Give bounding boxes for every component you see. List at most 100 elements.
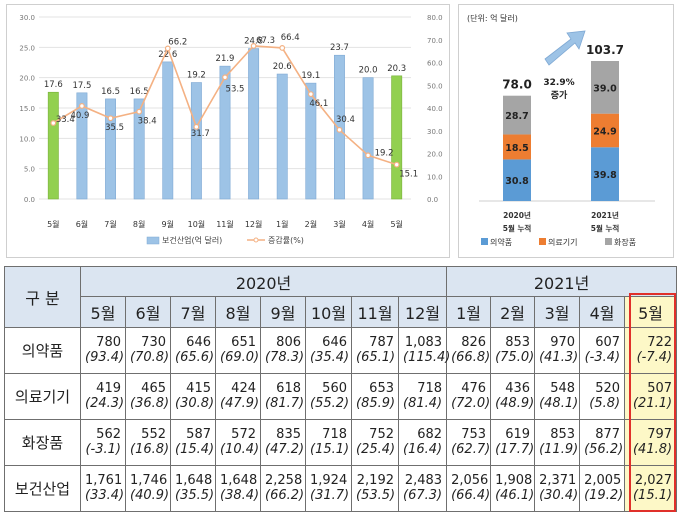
value-cell: 853 [534, 418, 581, 443]
bar [47, 91, 59, 200]
value-cell: 651 [215, 326, 261, 351]
value-cell: 853 [490, 326, 536, 351]
legend-swatch [605, 238, 612, 245]
growth-cell: (-3.1) [80, 442, 126, 466]
row-header: 의약품 [4, 326, 81, 374]
legend-swatch [481, 238, 488, 245]
value-cell: 2,056 [446, 464, 492, 489]
growth-cell: (78.3) [260, 350, 306, 374]
row-header: 의료기기 [4, 372, 81, 420]
line-point [164, 45, 171, 52]
line-point [393, 161, 400, 168]
month-header: 6월 [125, 296, 171, 328]
bar [190, 82, 202, 200]
month-header: 2월 [490, 296, 536, 328]
table-row-growth: (-3.1) (16.8) (15.4) (10.4) (47.2) (15.1) (25.… [5, 442, 678, 466]
line-value-label: 35.5 [105, 123, 124, 133]
bar-value-label: 20.3 [387, 64, 406, 74]
growth-cell: (33.4) [80, 488, 126, 513]
line-point [50, 120, 57, 126]
stacked-segment [503, 134, 531, 160]
table-header-row: 구 분 2020년 2021년 [4, 265, 678, 328]
value-cell: 1,648 [215, 464, 261, 489]
growth-cell: (47.9) [215, 396, 261, 420]
x-tick-label: 2월 [305, 219, 317, 229]
growth-cell: (75.0) [490, 350, 536, 374]
value-cell: 520 [579, 372, 626, 397]
growth-cell: (66.4) [446, 488, 492, 513]
value-cell: 2,483 [397, 464, 448, 489]
value-cell: 2,371 [534, 464, 581, 489]
growth-cell: (66.2) [260, 488, 306, 513]
value-cell: 682 [397, 418, 448, 443]
value-cell: 826 [446, 326, 492, 351]
x-tick-label: 8월 [133, 219, 145, 229]
growth-cell: (81.4) [397, 396, 448, 420]
growth-cell: (15.4) [170, 442, 216, 466]
growth-cell: (69.0) [215, 350, 261, 374]
segment-value-label: 39.0 [593, 83, 617, 94]
value-cell: 646 [170, 326, 216, 351]
bar [276, 73, 288, 200]
line-point [79, 103, 85, 109]
value-cell: 2,005 [579, 464, 626, 489]
x-tick-label: 6월 [76, 219, 88, 229]
value-cell: 1,908 [490, 464, 536, 489]
legend-label: 의료기기 [548, 237, 577, 247]
bar-value-label: 16.5 [101, 87, 120, 97]
value-cell: 806 [260, 326, 306, 351]
growth-cell: (19.2) [579, 488, 626, 513]
segment-value-label: 39.8 [593, 170, 617, 181]
growth-cell: (-7.4) [624, 350, 678, 374]
growth-cell: (35.5) [170, 488, 216, 513]
x-tick-label: 11월 [216, 219, 234, 229]
export-data-table: 구 분 2020년 2021년 5월 6월 7월 8월 9월 10월 11월 12월 1월 2월 3월 4월… [4, 265, 678, 513]
value-cell: 607 [579, 326, 626, 351]
growth-cell: (41.8) [624, 442, 678, 466]
y2-tick-label: 50.0 [427, 82, 443, 90]
growth-cell: (81.7) [260, 396, 306, 420]
segment-value-label: 28.7 [505, 111, 528, 122]
value-cell: 1,924 [305, 464, 352, 489]
bar [362, 77, 374, 200]
value-cell: 465 [125, 372, 171, 397]
value-cell: 797 [624, 418, 678, 443]
month-header: 7월 [170, 296, 216, 328]
value-cell: 722 [624, 326, 678, 351]
line-value-label: 33.4 [56, 115, 75, 125]
segment-value-label: 24.9 [593, 126, 616, 137]
growth-cell: (85.9) [351, 396, 399, 420]
line-point [365, 152, 371, 159]
value-cell: 560 [305, 372, 352, 397]
line-value-label: 46.1 [309, 99, 328, 109]
growth-cell: (41.3) [534, 350, 581, 374]
line-value-label: 53.5 [226, 84, 245, 94]
bar [133, 98, 145, 200]
bar [76, 92, 88, 200]
bar-value-label: 20.6 [273, 62, 292, 72]
value-cell: 424 [215, 372, 261, 397]
bar-value-label: 22.6 [158, 50, 177, 60]
line-point [222, 74, 228, 81]
annotation-percent: 32.9% [543, 78, 574, 88]
growth-cell: (66.8) [446, 350, 492, 374]
legend-swatch [539, 238, 546, 245]
line-value-label: 40.9 [70, 111, 89, 121]
x-tick-label-sub: 5월 누적 [591, 223, 620, 233]
x-tick-label: 12월 [245, 219, 263, 229]
x-tick-label: 10월 [188, 219, 206, 229]
bar [248, 48, 260, 200]
y2-tick-label: 40.0 [427, 105, 443, 113]
cumulative-export-chart: (단위: 억 달러) 30.8 18.5 28.7 78.0 2020년 5월 누적 39.8… [458, 4, 674, 258]
value-cell: 1,083 [397, 326, 448, 351]
growth-cell: (47.2) [260, 442, 306, 466]
value-cell: 2,258 [260, 464, 306, 489]
month-header: 11월 [351, 296, 399, 328]
segment-value-label: 30.8 [505, 176, 529, 187]
line-point [136, 108, 143, 115]
growth-cell: (72.0) [446, 396, 492, 420]
growth-cell: (65.1) [351, 350, 399, 374]
month-header: 3월 [534, 296, 581, 328]
month-header-row: 5월 6월 7월 8월 9월 10월 11월 12월 1월 2월 3월 4월 5월 [5, 296, 678, 328]
value-cell: 646 [305, 326, 352, 351]
